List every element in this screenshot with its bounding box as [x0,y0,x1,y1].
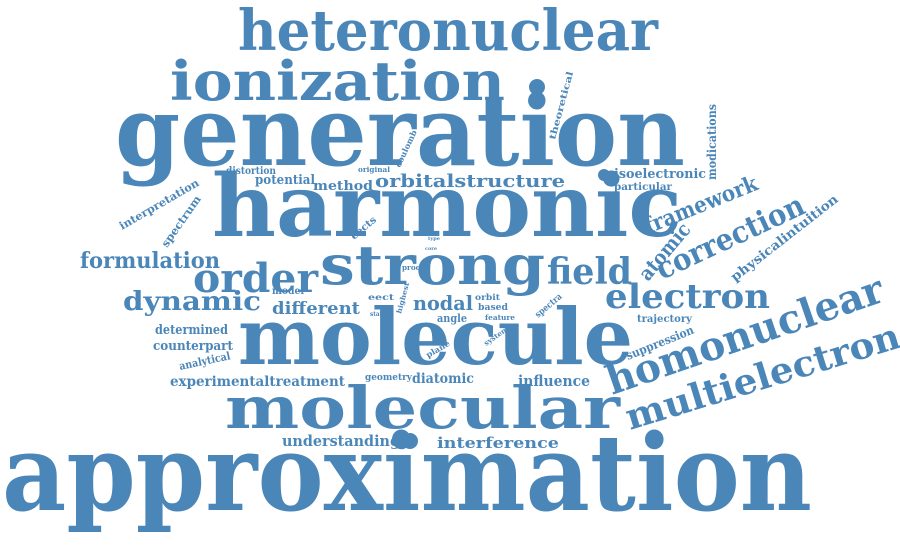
word-dynamic: dynamic [123,287,261,317]
dot-1 [529,79,545,95]
word-experimentaltreatment: experimentaltreatment [170,374,346,390]
word-order: order [193,255,319,302]
word-strong: strong [320,233,545,297]
word-electron: electron [605,277,770,317]
word-proc: proc [402,263,420,272]
dot-2 [598,169,610,181]
word-effect: eect [368,292,394,302]
word-method: method [313,179,373,194]
word-formulation: formulation [80,248,220,274]
word-approximation: approximation [2,410,812,535]
word-model: model [272,286,304,297]
word-potential: potential [255,173,315,188]
word-heteronuclear: heteronuclear [238,0,659,64]
word-understanding: understanding [282,432,400,450]
word-diatomic: diatomic [412,371,474,387]
word-based: based [478,303,509,313]
word-influence: influence [518,372,590,390]
word-determined: determined [155,323,228,338]
word-field: field [547,251,632,293]
word-molecule: molecule [238,292,633,383]
word-particular: particular [614,182,673,193]
word-nodal: nodal [413,291,473,315]
word-trajectory: trajectory [637,314,693,325]
word-isoelectronic: isoelectronic [614,167,706,182]
word-molecular: molecular [225,374,622,442]
word-feature: feature [485,313,516,322]
word-orbitalstructure: orbitalstructure [375,171,565,192]
word-different: different [272,299,360,319]
word-static: static [370,311,388,318]
word-type: type [428,236,440,242]
word-ionization: ionization [170,49,505,113]
word-angle: angle [437,312,467,325]
word-core: core [425,246,437,252]
word-original: original [358,165,390,174]
word-counterpart: counterpart [153,339,233,354]
word-modifications: modications [705,104,719,180]
dot-3 [402,433,418,449]
word-geometry: geometry [365,373,413,383]
word-interference: interference [437,434,559,452]
word-orbit: orbit [475,292,500,302]
word-distortion: distortion [226,166,277,177]
word-generation: generation [115,75,685,188]
